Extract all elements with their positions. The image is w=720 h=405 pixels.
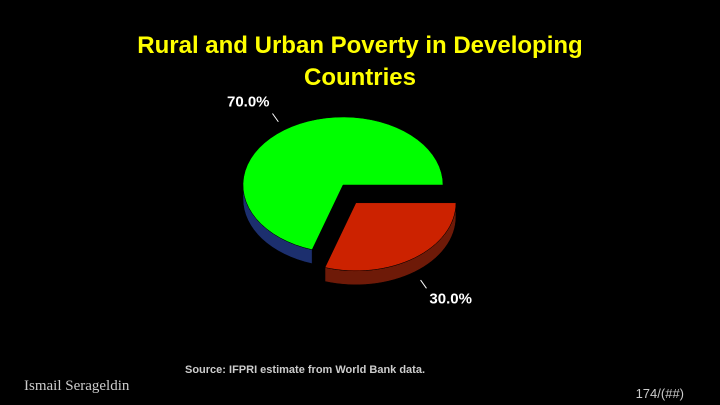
author: Ismail Serageldin bbox=[24, 378, 130, 394]
leader-line bbox=[272, 113, 279, 123]
data-label: 30.0% bbox=[429, 290, 472, 307]
page-number: 174/(##) bbox=[635, 386, 684, 401]
pie-slice bbox=[324, 202, 457, 272]
chart-title: Rural and Urban Poverty in Developing Co… bbox=[137, 32, 583, 91]
source-note: Source: IFPRI estimate from World Bank d… bbox=[185, 364, 426, 376]
leader-line bbox=[420, 279, 427, 289]
pie-slice bbox=[242, 116, 444, 250]
data-label: 70.0% bbox=[227, 93, 270, 110]
